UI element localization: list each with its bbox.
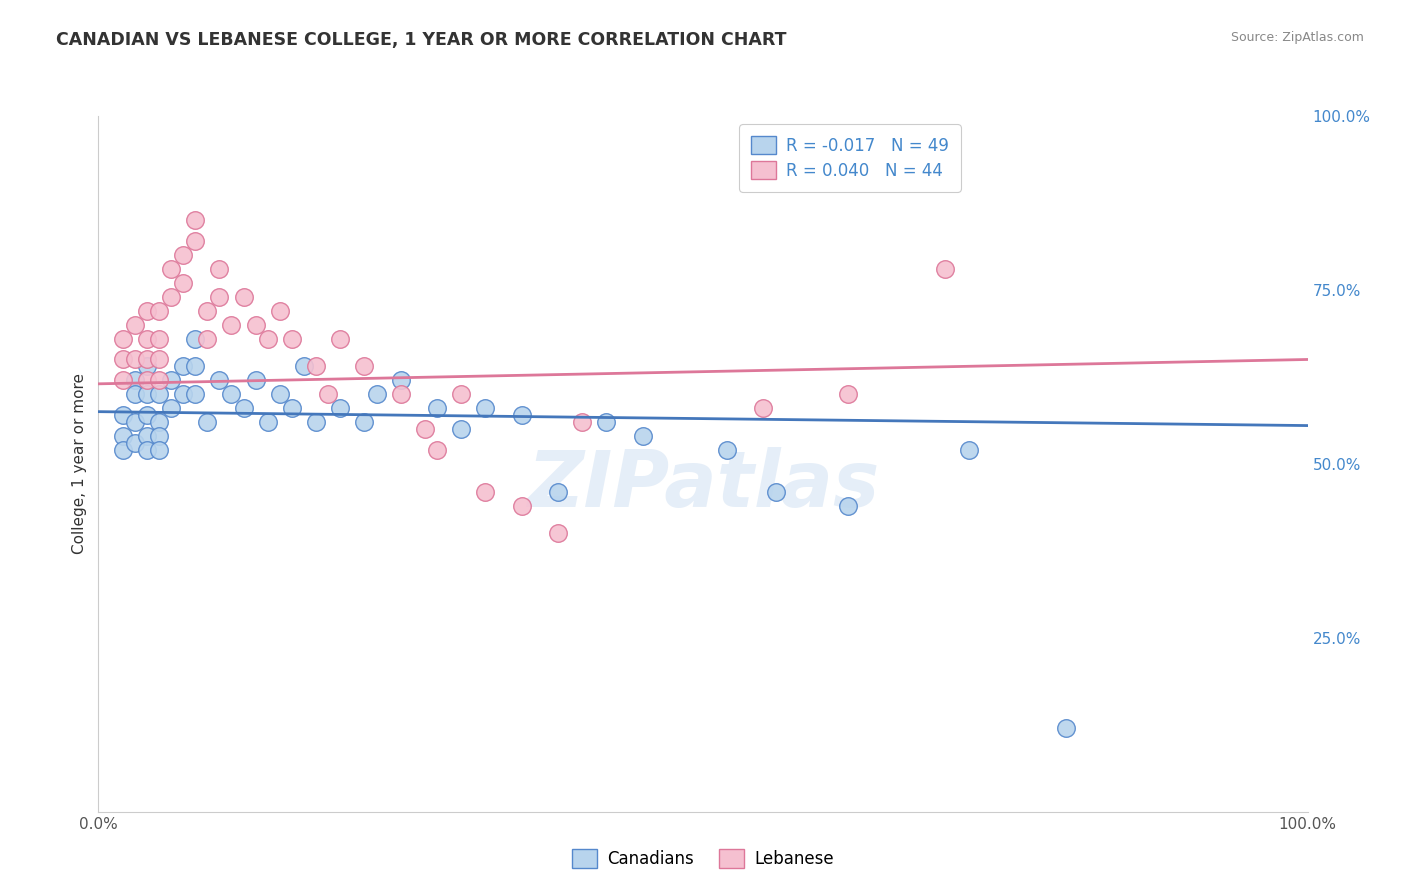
- Point: [184, 387, 207, 401]
- Point: [195, 415, 218, 429]
- Point: [245, 318, 267, 332]
- Point: [510, 408, 533, 422]
- Point: [160, 373, 183, 387]
- Point: [547, 526, 569, 541]
- Point: [148, 442, 170, 457]
- Text: CANADIAN VS LEBANESE COLLEGE, 1 YEAR OR MORE CORRELATION CHART: CANADIAN VS LEBANESE COLLEGE, 1 YEAR OR …: [56, 31, 787, 49]
- Point: [135, 387, 157, 401]
- Point: [111, 442, 134, 457]
- Point: [135, 332, 157, 346]
- Point: [595, 415, 617, 429]
- Point: [148, 387, 170, 401]
- Point: [148, 303, 170, 318]
- Point: [837, 499, 859, 513]
- Point: [305, 359, 328, 374]
- Point: [426, 401, 449, 416]
- Point: [195, 303, 218, 318]
- Point: [256, 332, 278, 346]
- Point: [160, 290, 183, 304]
- Point: [765, 484, 787, 499]
- Point: [269, 387, 291, 401]
- Point: [124, 373, 146, 387]
- Point: [172, 248, 194, 262]
- Point: [111, 352, 134, 367]
- Point: [232, 290, 254, 304]
- Point: [389, 373, 412, 387]
- Point: [547, 484, 569, 499]
- Point: [195, 332, 218, 346]
- Point: [305, 415, 328, 429]
- Point: [160, 262, 183, 277]
- Point: [135, 359, 157, 374]
- Point: [135, 303, 157, 318]
- Point: [474, 484, 496, 499]
- Point: [450, 387, 472, 401]
- Point: [329, 332, 352, 346]
- Point: [208, 290, 231, 304]
- Point: [184, 332, 207, 346]
- Legend: R = -0.017   N = 49, R = 0.040   N = 44: R = -0.017 N = 49, R = 0.040 N = 44: [740, 124, 960, 192]
- Point: [934, 262, 956, 277]
- Point: [135, 352, 157, 367]
- Point: [172, 276, 194, 290]
- Point: [135, 373, 157, 387]
- Point: [510, 499, 533, 513]
- Point: [752, 401, 775, 416]
- Point: [221, 318, 243, 332]
- Point: [111, 332, 134, 346]
- Point: [124, 387, 146, 401]
- Point: [135, 442, 157, 457]
- Point: [111, 373, 134, 387]
- Point: [135, 429, 157, 443]
- Point: [111, 408, 134, 422]
- Point: [221, 387, 243, 401]
- Point: [184, 359, 207, 374]
- Point: [329, 401, 352, 416]
- Point: [281, 401, 304, 416]
- Point: [124, 318, 146, 332]
- Point: [172, 359, 194, 374]
- Point: [135, 408, 157, 422]
- Point: [413, 422, 436, 436]
- Point: [148, 373, 170, 387]
- Point: [450, 422, 472, 436]
- Point: [148, 415, 170, 429]
- Y-axis label: College, 1 year or more: College, 1 year or more: [72, 374, 87, 554]
- Point: [256, 415, 278, 429]
- Point: [124, 415, 146, 429]
- Point: [1054, 721, 1077, 735]
- Point: [184, 234, 207, 248]
- Point: [208, 373, 231, 387]
- Point: [245, 373, 267, 387]
- Point: [571, 415, 593, 429]
- Point: [232, 401, 254, 416]
- Point: [148, 429, 170, 443]
- Point: [124, 352, 146, 367]
- Point: [353, 415, 375, 429]
- Point: [957, 442, 980, 457]
- Point: [269, 303, 291, 318]
- Point: [366, 387, 388, 401]
- Point: [281, 332, 304, 346]
- Point: [316, 387, 339, 401]
- Point: [631, 429, 654, 443]
- Point: [111, 429, 134, 443]
- Point: [148, 332, 170, 346]
- Point: [474, 401, 496, 416]
- Legend: Canadians, Lebanese: Canadians, Lebanese: [565, 843, 841, 875]
- Point: [353, 359, 375, 374]
- Point: [389, 387, 412, 401]
- Text: Source: ZipAtlas.com: Source: ZipAtlas.com: [1230, 31, 1364, 45]
- Point: [292, 359, 315, 374]
- Point: [124, 436, 146, 450]
- Text: ZIPatlas: ZIPatlas: [527, 447, 879, 523]
- Point: [148, 352, 170, 367]
- Point: [716, 442, 738, 457]
- Point: [172, 387, 194, 401]
- Point: [426, 442, 449, 457]
- Point: [208, 262, 231, 277]
- Point: [160, 401, 183, 416]
- Point: [184, 213, 207, 227]
- Point: [837, 387, 859, 401]
